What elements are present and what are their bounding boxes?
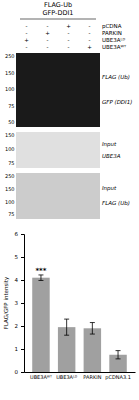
error-bar-cap (38, 280, 43, 281)
y-tick-mark (21, 372, 24, 373)
y-tick-mark (21, 303, 24, 304)
panel-label: FLAG (Ub) (102, 200, 130, 206)
y-tick-label: 3 (15, 300, 19, 306)
error-bar-cap (64, 319, 69, 320)
y-tick-label: 0 (15, 369, 19, 375)
panel-label: GFP (DDI1) (102, 99, 132, 105)
error-bar (38, 275, 43, 281)
error-bar-stem (118, 351, 119, 359)
condition-row-label: UBE3Aᴸᴰ (102, 37, 125, 43)
y-tick-mark (21, 326, 24, 327)
error-bar-stem (66, 319, 67, 335)
blot-panel (16, 132, 100, 168)
error-bar-stem (92, 323, 93, 335)
x-tick-label: PARKIN (83, 374, 101, 380)
x-tick-label: UBE3Aᴸᴰ (56, 374, 78, 380)
title-underline (20, 19, 96, 20)
mw-label: 50 (8, 119, 14, 125)
condition-value: - (47, 44, 49, 50)
mw-label: 150 (5, 186, 15, 192)
y-tick-label: 4 (15, 277, 19, 283)
condition-value: - (89, 30, 91, 36)
error-bar (64, 319, 69, 335)
condition-value: - (68, 37, 70, 43)
y-tick-mark (21, 349, 24, 350)
error-bar (116, 351, 121, 359)
y-axis: 0 1 2 3 4 5 6 (15, 231, 25, 375)
error-bar-cap (90, 334, 95, 335)
condition-value: + (45, 30, 50, 36)
error-bar-cap (116, 358, 121, 359)
mw-label: 100 (5, 199, 15, 205)
x-tick-label: pCDNA3.1 (105, 374, 131, 381)
annotation: *** (35, 267, 46, 275)
x-tick: pCDNA3.1 (105, 374, 131, 381)
condition-row-label: pCDNA (102, 23, 122, 30)
panel-label: Input (102, 141, 117, 148)
condition-row-label: UBE3Aᵂᵀ (102, 44, 127, 50)
blot-panel (16, 173, 100, 219)
x-tick: PARKIN (83, 374, 101, 380)
y-tick: 3 (15, 300, 25, 306)
x-tick-label: UBE3Aᵂᵀ (30, 374, 52, 380)
plot-area (32, 275, 127, 372)
bar (32, 278, 49, 372)
y-tick: 1 (15, 346, 25, 352)
mw-label: 100 (5, 86, 15, 92)
condition-value: - (26, 44, 28, 50)
condition-value: - (68, 44, 70, 50)
y-tick-mark (21, 280, 24, 281)
panel-label: FLAG (Ub) (102, 74, 130, 80)
y-tick-mark (21, 234, 24, 235)
x-tick: UBE3Aᴸᴰ (56, 374, 78, 380)
condition-row-label: PARKIN (102, 30, 122, 36)
error-bar-cap (90, 322, 95, 323)
y-tick: 4 (15, 277, 25, 283)
y-tick-label: 5 (15, 254, 19, 260)
y-tick: 2 (15, 323, 25, 329)
panel-label: Input (102, 185, 117, 192)
mw-label: 75 (8, 211, 14, 217)
y-axis-line (21, 235, 25, 373)
mw-label: 75 (8, 103, 14, 109)
error-bar-cap (64, 335, 69, 336)
condition-value: + (87, 44, 92, 50)
y-axis-title: FLAG/GFP intensity (3, 276, 10, 329)
error-bar (90, 323, 95, 335)
x-tick: UBE3Aᵂᵀ (30, 374, 52, 380)
figure: FLAG-UbGFP-DDI1--+-pCDNA-+--PARKIN+---UB… (0, 0, 139, 400)
mw-label: 250 (5, 173, 15, 179)
mw-label: 150 (5, 132, 15, 138)
condition-value: - (47, 23, 49, 29)
mw-label: 100 (5, 146, 15, 152)
blot-panel (16, 53, 100, 127)
panel-label: UBE3A (102, 153, 121, 159)
condition-value: - (26, 30, 28, 36)
y-tick-label: 6 (15, 231, 19, 237)
error-bar-cap (116, 350, 121, 351)
y-tick-label: 2 (15, 323, 19, 329)
condition-value: - (68, 30, 70, 36)
y-tick-label: 1 (15, 346, 19, 352)
mw-label: 75 (8, 160, 14, 166)
mw-label: 250 (5, 53, 15, 59)
y-tick: 0 (15, 369, 25, 375)
x-axis: UBE3Aᵂᵀ UBE3Aᴸᴰ PARKIN pCDNA3.1 (25, 373, 136, 381)
title-line: GFP-DDI1 (43, 9, 74, 17)
mw-label: 150 (5, 70, 15, 76)
condition-value: - (47, 37, 49, 43)
condition-value: + (24, 37, 29, 43)
y-tick: 5 (15, 254, 25, 260)
condition-value: - (89, 37, 91, 43)
bar (84, 328, 101, 372)
y-tick-mark (21, 257, 24, 258)
condition-value: - (26, 23, 28, 29)
condition-value: - (89, 23, 91, 29)
y-tick: 6 (15, 231, 25, 237)
condition-value: + (66, 23, 71, 29)
title: FLAG-UbGFP-DDI1 (43, 1, 74, 17)
error-bar-stem (40, 275, 41, 281)
